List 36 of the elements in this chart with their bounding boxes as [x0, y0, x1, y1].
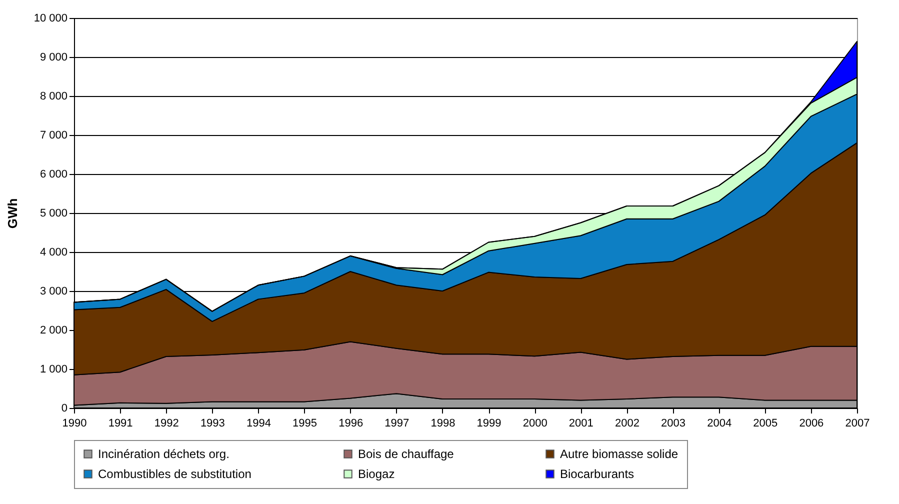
legend-label: Incinération déchets org.: [98, 447, 230, 461]
x-tick-label: 2006: [799, 418, 824, 430]
x-tick-label: 1991: [108, 418, 133, 430]
legend-label: Bois de chauffage: [358, 447, 454, 461]
y-tick-label: 7 000: [40, 130, 68, 142]
x-tick-label: 1998: [430, 418, 456, 430]
x-tick-label: 1990: [62, 418, 87, 430]
y-tick-label: 1 000: [40, 364, 68, 376]
legend-label: Biogaz: [358, 467, 395, 481]
x-tick-label: 1992: [154, 418, 179, 430]
legend-label: Autre biomasse solide: [560, 447, 678, 461]
y-tick-label: 10 000: [34, 12, 68, 24]
y-axis-title: GWh: [4, 198, 20, 229]
y-tick-label: 6 000: [40, 168, 68, 180]
x-tick-label: 1995: [292, 418, 318, 430]
y-tick-label: 0: [61, 402, 68, 414]
legend-label: Biocarburants: [560, 467, 634, 481]
x-tick-label: 2002: [614, 418, 640, 430]
x-tick-label: 1993: [200, 418, 225, 430]
y-tick-label: 3 000: [40, 286, 68, 298]
x-tick-label: 1996: [338, 418, 364, 430]
x-tick-label: 2001: [568, 418, 594, 430]
x-tick-label: 2005: [753, 418, 778, 430]
x-tick-label: 1997: [384, 418, 410, 430]
y-tick-label: 4 000: [40, 246, 68, 258]
x-tick-label: 1999: [476, 418, 502, 430]
x-tick-label: 2000: [522, 418, 548, 430]
x-tick-label: 1994: [246, 418, 271, 430]
y-tick-label: 8 000: [40, 90, 68, 102]
y-tick-label: 5 000: [40, 208, 68, 220]
y-tick-label: 2 000: [40, 324, 68, 336]
x-tick-label: 2007: [845, 418, 870, 430]
x-tick-label: 2003: [661, 418, 686, 430]
legend-label: Combustibles de substitution: [98, 467, 252, 481]
y-tick-label: 9 000: [40, 52, 68, 64]
x-tick-label: 2004: [707, 418, 732, 430]
